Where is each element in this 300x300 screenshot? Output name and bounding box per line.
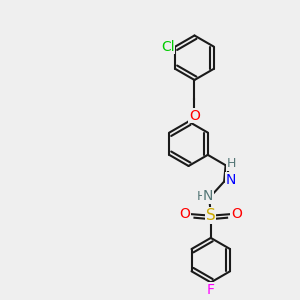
Text: F: F [207, 283, 215, 297]
Text: O: O [189, 109, 200, 123]
Text: O: O [179, 207, 191, 221]
Text: N: N [226, 173, 236, 187]
Text: S: S [206, 208, 216, 223]
Text: O: O [231, 207, 242, 221]
Text: H: H [226, 157, 236, 170]
Text: H: H [196, 190, 206, 203]
Text: Cl: Cl [161, 40, 175, 54]
Text: N: N [202, 189, 213, 203]
